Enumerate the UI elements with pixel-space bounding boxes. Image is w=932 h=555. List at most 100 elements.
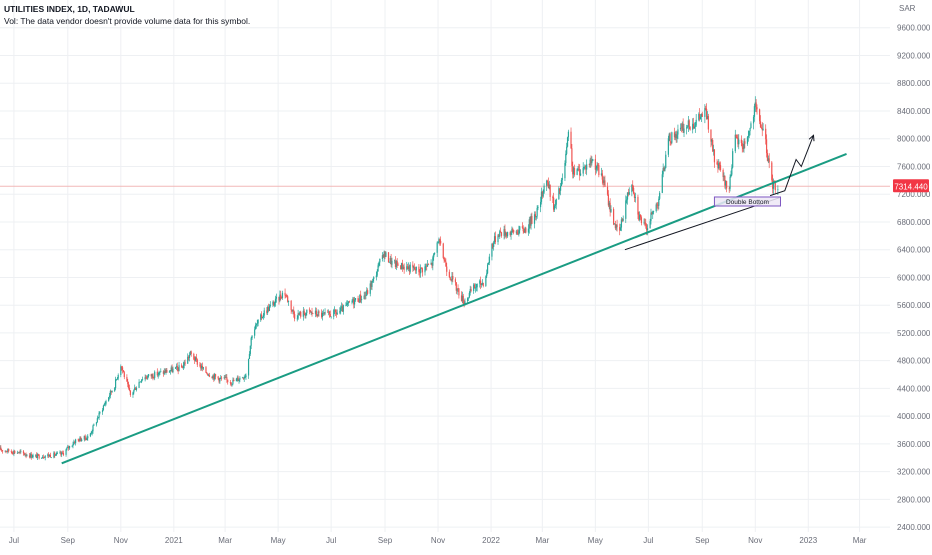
candle-body <box>351 301 353 303</box>
candle-body <box>133 389 135 393</box>
candle-body <box>35 454 38 459</box>
candle-body <box>540 201 542 208</box>
candle-body <box>687 120 689 127</box>
candle-body <box>728 188 730 190</box>
candle-body <box>706 109 708 120</box>
candle-body <box>620 219 623 228</box>
candle-body <box>747 135 749 138</box>
currency-label: SAR <box>899 4 916 13</box>
candle-body <box>633 193 636 198</box>
candle-body <box>668 133 670 139</box>
candle-body <box>314 310 317 314</box>
price-tick-label: 8400.000 <box>897 107 931 116</box>
candle-body <box>473 284 476 289</box>
candle-body <box>364 295 366 297</box>
candle-body <box>730 174 732 177</box>
projection-arrowhead <box>808 134 815 142</box>
price-tick-label: 4400.000 <box>897 384 931 393</box>
candle-body <box>196 359 198 365</box>
candle-body <box>543 185 545 193</box>
candle-body <box>577 169 579 170</box>
candle-body <box>109 390 111 396</box>
candle-body <box>669 133 671 142</box>
candle-body <box>676 134 678 139</box>
price-tick-label: 3600.000 <box>897 440 931 449</box>
candle-body <box>379 258 381 263</box>
candle-body <box>440 240 442 244</box>
candle-body <box>212 375 214 379</box>
candle-body <box>397 264 399 266</box>
candle-body <box>306 309 308 314</box>
candle-body <box>529 219 531 226</box>
candle-body <box>400 263 403 270</box>
candle-body <box>12 453 14 454</box>
candle-body <box>2 450 4 452</box>
candle-body <box>652 211 655 212</box>
candle-body <box>713 149 716 163</box>
candle-body <box>671 132 673 143</box>
candle-body <box>13 451 15 454</box>
candle-body <box>458 288 460 296</box>
candle-body <box>731 167 733 175</box>
candle-body <box>455 282 457 291</box>
candle-body <box>71 445 73 447</box>
candle-body <box>443 257 445 261</box>
candle-body <box>324 312 326 314</box>
candle-body <box>43 457 45 459</box>
candle-body <box>559 185 562 191</box>
candle-body <box>446 266 448 272</box>
candle-body <box>683 128 685 133</box>
candle-body <box>500 232 503 236</box>
candle-body <box>366 290 368 296</box>
candle-body <box>588 164 590 165</box>
candle-body <box>98 412 100 418</box>
candle-body <box>554 204 556 206</box>
candle-body <box>22 451 25 454</box>
candle-body <box>712 149 715 152</box>
candle-body <box>499 231 501 237</box>
candle-body <box>67 446 69 448</box>
candle-body <box>467 297 470 299</box>
candle-body <box>614 223 616 229</box>
candle-body <box>749 127 751 132</box>
candle-body <box>262 315 264 318</box>
candle-body <box>275 296 277 299</box>
candle-body <box>261 317 264 319</box>
candle-body <box>181 365 183 368</box>
price-tick-label: 4800.000 <box>897 357 931 366</box>
candle-body <box>172 368 174 372</box>
candle-body <box>114 379 117 389</box>
candle-body <box>230 382 232 384</box>
candle-body <box>425 265 427 267</box>
candle-body <box>658 198 660 206</box>
candle-body <box>303 310 305 315</box>
candle-body <box>214 374 217 377</box>
candle-body <box>268 306 271 311</box>
candle-body <box>540 191 543 202</box>
candle-body <box>287 296 289 302</box>
candle-body <box>632 184 634 188</box>
candle-body <box>585 165 587 170</box>
candle-body <box>285 295 287 297</box>
price-tick-label: 8800.000 <box>897 79 931 88</box>
price-tick-label: 5600.000 <box>897 301 931 310</box>
candle-body <box>673 132 676 138</box>
candle-body <box>26 455 28 457</box>
candle-body <box>419 272 421 274</box>
candle-body <box>333 310 335 317</box>
candle-body <box>183 362 185 366</box>
candle-body <box>537 207 539 209</box>
candle-body <box>737 138 739 145</box>
candle-body <box>389 258 391 262</box>
candle-body <box>535 216 537 218</box>
candle-body <box>765 128 767 140</box>
candle-body <box>322 312 324 314</box>
candle-body <box>159 371 161 373</box>
candle-body <box>755 102 757 108</box>
candle-body <box>613 209 615 225</box>
candle-body <box>103 404 105 406</box>
price-tick-label: 7600.000 <box>897 162 931 171</box>
candle-body <box>682 123 684 133</box>
